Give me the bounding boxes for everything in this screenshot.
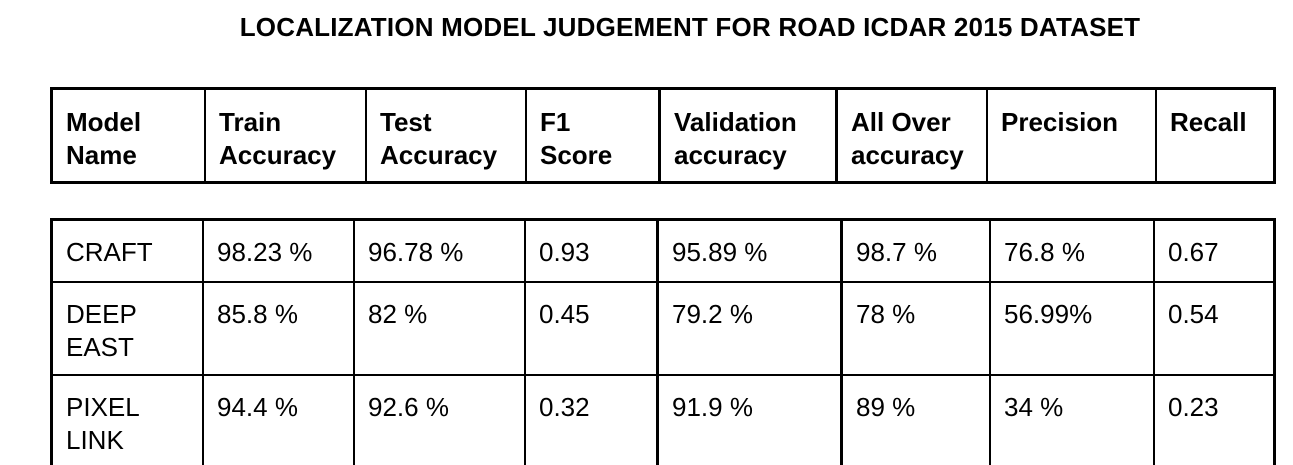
cell-test-accuracy: 82 % [355,283,526,374]
cell-validation-accuracy: 95.89 % [659,221,843,281]
header-model-name-line1: Model [66,107,142,137]
cell-model-name: CRAFT [53,221,204,281]
cell-train-accuracy: 98.23 % [204,221,355,281]
cell-f1-score: 0.45 [526,283,659,374]
cell-f1-score: 0.93 [526,221,659,281]
header-test-accuracy-line2: Accuracy [380,140,498,170]
cell-validation-accuracy: 91.9 % [659,376,843,465]
cell-f1-score: 0.32 [526,376,659,465]
table-row: PIXEL LINK 94.4 % 92.6 % 0.32 91.9 % 89 … [53,376,1273,465]
cell-precision: 56.99% [991,283,1155,374]
header-validation-accuracy-line2: accuracy [674,140,787,170]
model-name-line2: LINK [66,425,124,455]
header-all-over-accuracy: All Over accuracy [838,90,988,181]
header-f1-score-line2: Score [540,140,613,170]
cell-validation-accuracy: 79.2 % [659,283,843,374]
cell-model-name: PIXEL LINK [53,376,204,465]
cell-all-over-accuracy: 78 % [843,283,991,374]
header-f1-score-line1: F1 [540,107,571,137]
header-model-name: Model Name [53,90,206,181]
cell-recall: 0.67 [1168,237,1219,267]
cell-test-accuracy: 96.78 % [355,221,526,281]
model-name-line1: DEEP [66,299,137,329]
cell-recall: 0.23 [1168,392,1219,422]
cell-all-over-accuracy: 89 % [843,376,991,465]
model-name-line1: PIXEL [66,392,140,422]
table-body: CRAFT 98.23 % 96.78 % 0.93 95.89 % 98.7 … [50,218,1276,465]
header-f1-score: F1 Score [527,90,661,181]
header-validation-accuracy: Validation accuracy [661,90,838,181]
table-row: CRAFT 98.23 % 96.78 % 0.93 95.89 % 98.7 … [53,221,1273,283]
header-test-accuracy: Test Accuracy [367,90,527,181]
cell-all-over-accuracy: 98.7 % [843,221,991,281]
cell-recall: 0.54 [1168,299,1219,329]
table-row: DEEP EAST 85.8 % 82 % 0.45 79.2 % 78 % 5… [53,283,1273,376]
cell-precision: 34 % [991,376,1155,465]
table-header: Model Name Train Accuracy Test Accuracy … [50,87,1276,184]
header-model-name-line2: Name [66,140,137,170]
header-precision: Precision [988,90,1157,181]
cell-test-accuracy: 92.6 % [355,376,526,465]
header-recall: Recall [1157,90,1273,181]
header-train-accuracy: Train Accuracy [206,90,367,181]
cell-model-name: DEEP EAST [53,283,204,374]
header-validation-accuracy-line1: Validation [674,107,797,137]
model-name-line1: CRAFT [66,237,153,267]
model-name-line2: EAST [66,332,134,362]
header-train-accuracy-line1: Train [219,107,282,137]
header-precision-line1: Precision [1001,107,1119,137]
header-recall-line1: Recall [1170,107,1247,137]
header-all-over-accuracy-line1: All Over [851,107,951,137]
cell-train-accuracy: 94.4 % [204,376,355,465]
page-title: LOCALIZATION MODEL JUDGEMENT FOR ROAD IC… [239,12,1141,42]
header-all-over-accuracy-line2: accuracy [851,140,964,170]
header-train-accuracy-line2: Accuracy [219,140,337,170]
cell-train-accuracy: 85.8 % [204,283,355,374]
header-test-accuracy-line1: Test [380,107,432,137]
cell-precision: 76.8 % [991,221,1155,281]
